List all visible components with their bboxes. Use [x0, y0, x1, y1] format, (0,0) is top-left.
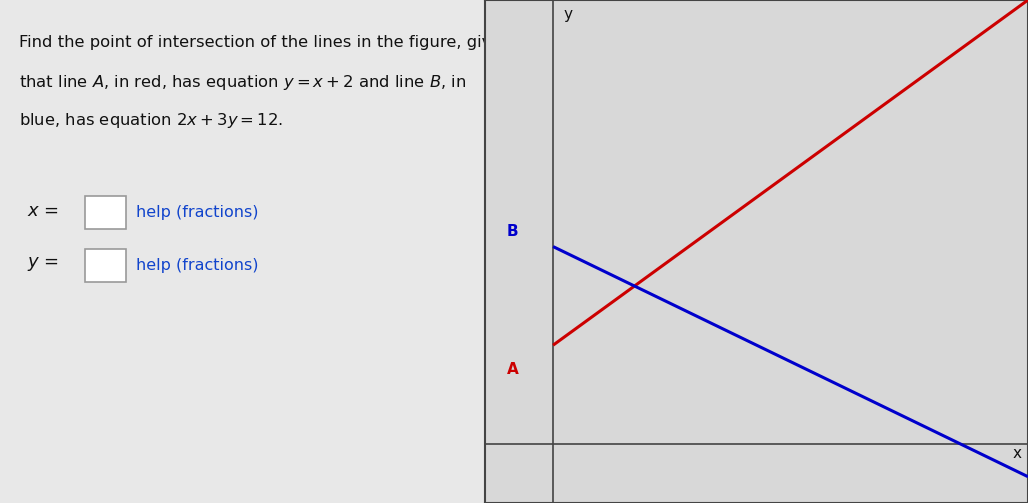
- Text: help (fractions): help (fractions): [136, 205, 258, 220]
- FancyBboxPatch shape: [85, 249, 126, 282]
- Text: that line $A$, in red, has equation $y = x + 2$ and line $B$, in: that line $A$, in red, has equation $y =…: [20, 73, 467, 92]
- Text: blue, has equation $2x + 3y = 12$.: blue, has equation $2x + 3y = 12$.: [20, 111, 284, 130]
- Text: help (fractions): help (fractions): [136, 258, 258, 273]
- FancyBboxPatch shape: [85, 196, 126, 229]
- Text: $y$ =: $y$ =: [27, 255, 59, 273]
- Text: Find the point of intersection of the lines in the figure, given: Find the point of intersection of the li…: [20, 35, 512, 50]
- Text: y: y: [563, 8, 573, 23]
- Text: A: A: [507, 362, 518, 377]
- Text: x: x: [1013, 446, 1021, 461]
- Text: $x$ =: $x$ =: [27, 202, 59, 220]
- Text: B: B: [507, 224, 518, 239]
